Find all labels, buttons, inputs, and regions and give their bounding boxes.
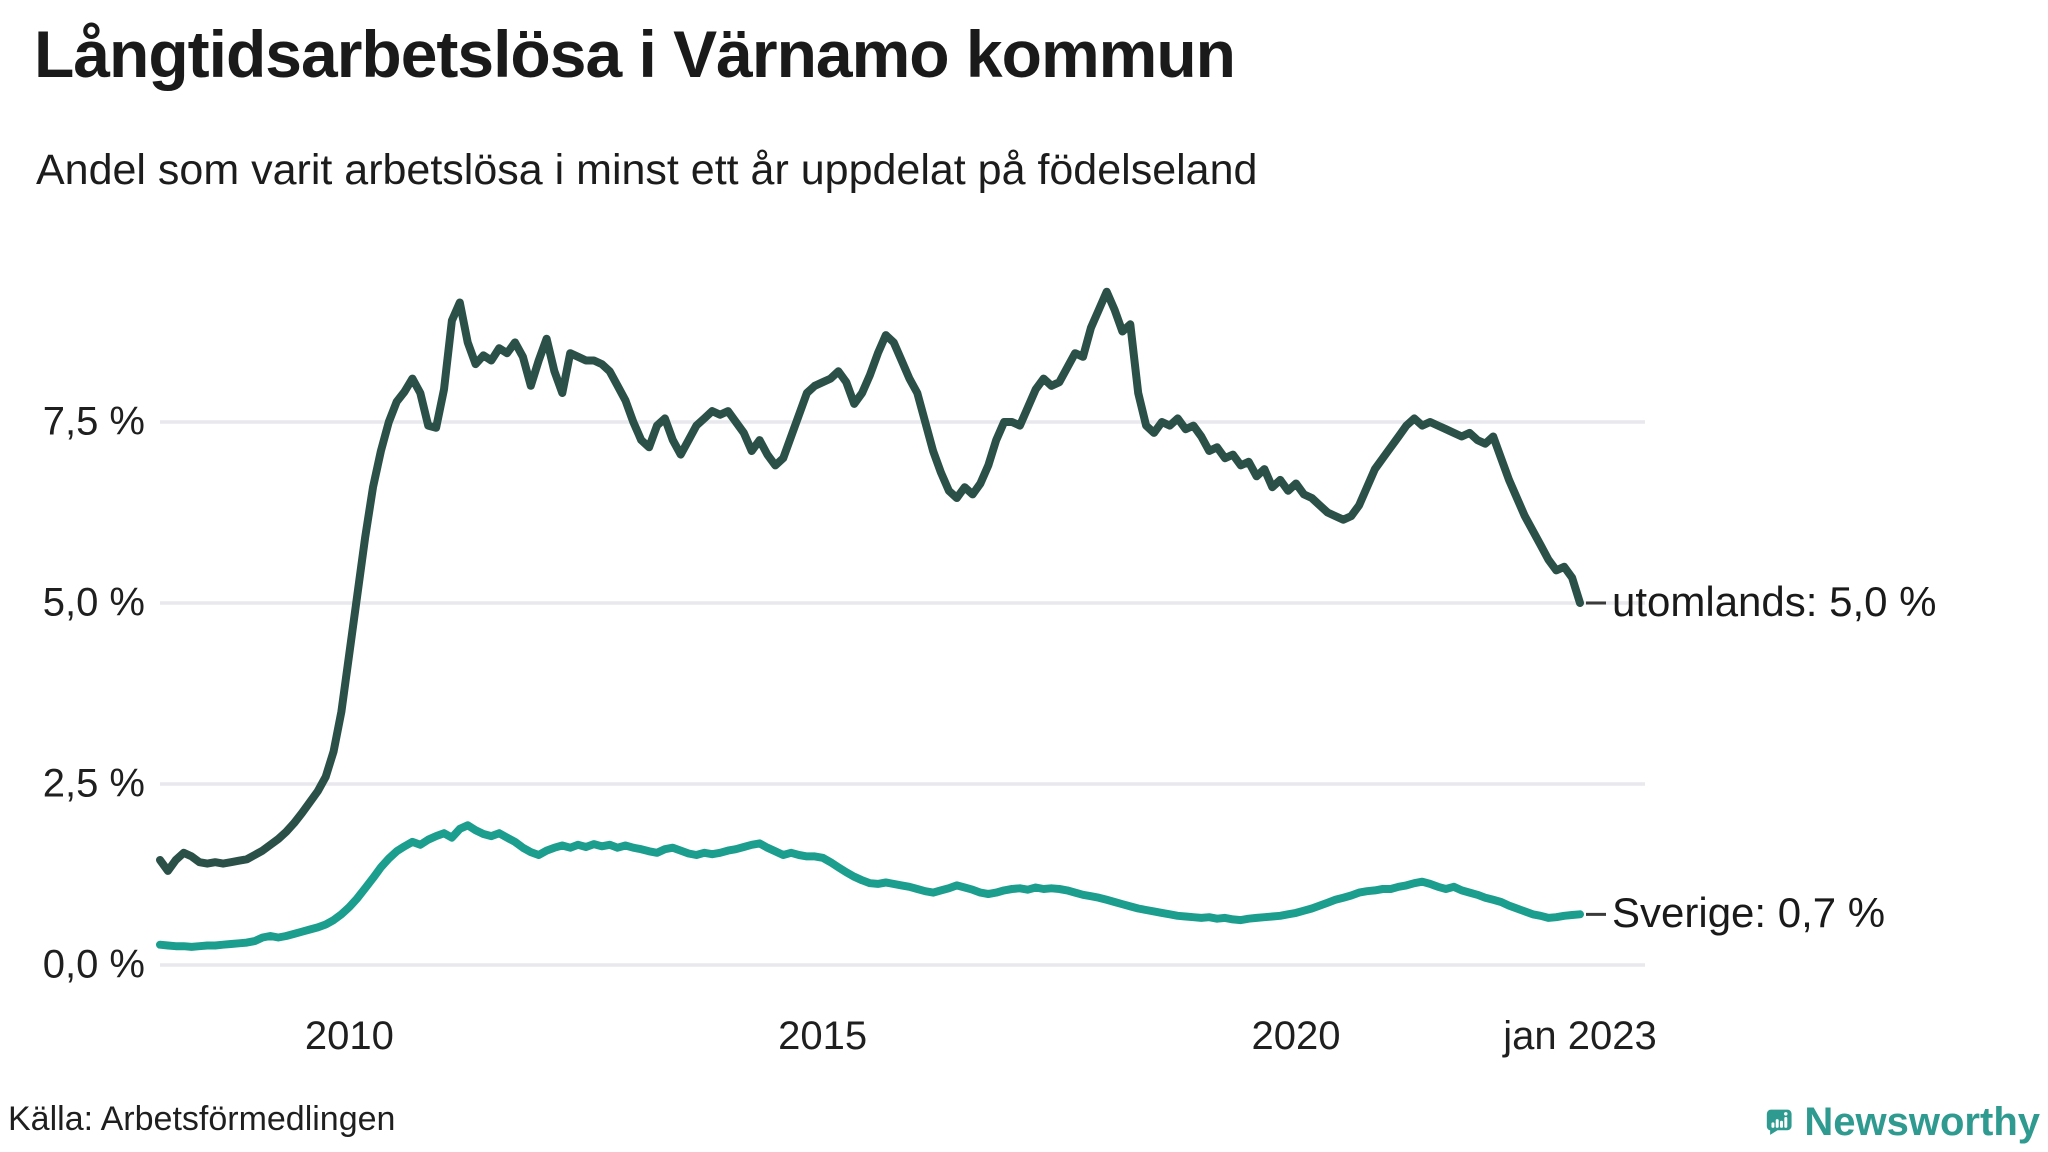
utomlands-annotation: utomlands: 5,0 % (1612, 578, 1937, 626)
gridlines (160, 420, 1645, 967)
source-note: Källa: Arbetsförmedlingen (8, 1100, 396, 1138)
newsworthy-bubble-chart-icon (1766, 1109, 1792, 1135)
x-tick-2020: 2020 (1251, 1014, 1341, 1058)
newsworthy-logo-text: Newsworthy (1804, 1099, 2040, 1144)
y-tick-5-0: 5,0 % (42, 580, 145, 625)
x-tick-2015: 2015 (778, 1014, 868, 1058)
chart-subtitle: Andel som varit arbetslösa i minst ett å… (36, 146, 1258, 194)
y-tick-7-5: 7,5 % (42, 399, 145, 444)
y-tick-2-5: 2,5 % (42, 761, 145, 806)
x-tick-jan-2023: jan 2023 (1503, 1014, 1657, 1058)
newsworthy-logo: Newsworthy (1766, 1092, 2040, 1152)
sverige-annotation: Sverige: 0,7 % (1612, 889, 1886, 937)
series-sverige-line (156, 821, 1584, 951)
page-title: Långtidsarbetslösa i Värnamo kommun (34, 17, 1236, 91)
x-tick-2010: 2010 (304, 1014, 394, 1058)
y-tick-0-0: 0,0 % (42, 942, 145, 987)
series-utomlands-line (156, 287, 1584, 875)
